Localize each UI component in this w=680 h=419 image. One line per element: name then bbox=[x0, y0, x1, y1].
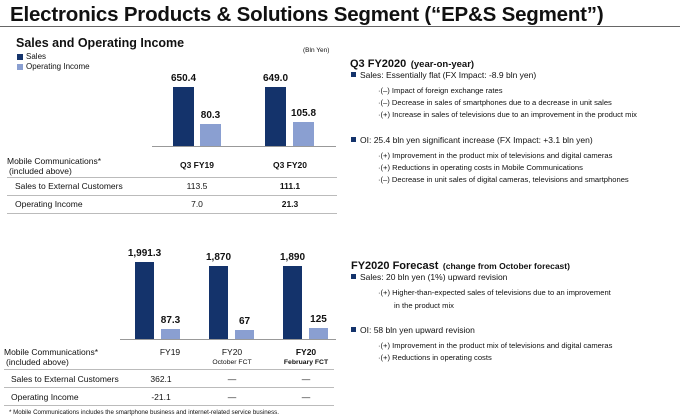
legend-swatch-sales bbox=[17, 53, 23, 60]
value-label: 125 bbox=[310, 313, 327, 325]
slide-title: Electronics Products & Solutions Segment… bbox=[10, 3, 604, 26]
cell: — bbox=[227, 374, 237, 384]
sales-bar bbox=[135, 262, 154, 339]
sub-bullet: ·(–) Impact of foreign exchange rates bbox=[378, 86, 503, 95]
sales-bar bbox=[265, 87, 286, 146]
value-label: 87.3 bbox=[160, 315, 181, 327]
sub-bullet: ·(+) Reductions in operating costs in Mo… bbox=[378, 163, 583, 172]
bullet-text: Sales: Essentially flat (FX Impact: -8.9… bbox=[360, 70, 537, 80]
bullet-text: OI: 58 bln yen upward revision bbox=[360, 325, 475, 335]
legend-label: Sales bbox=[26, 52, 47, 61]
divider bbox=[4, 369, 334, 370]
cell: — bbox=[301, 374, 311, 384]
sub-bullet: ·(+) Improvement in the product mix of t… bbox=[378, 151, 613, 160]
divider bbox=[7, 213, 337, 214]
divider bbox=[4, 405, 334, 406]
table-label: Mobile Communications* bbox=[4, 347, 99, 357]
legend-label: Operating Income bbox=[26, 62, 90, 71]
oi-bar bbox=[235, 329, 254, 339]
cell: -21.1 bbox=[151, 392, 171, 402]
sub-bullet: in the product mix bbox=[394, 301, 454, 310]
sub-bullet: ·(–) Decrease in unit sales of digital c… bbox=[378, 175, 629, 184]
oi-bar bbox=[309, 327, 328, 339]
col-header: FY20 bbox=[221, 347, 243, 357]
bullet: Sales: Essentially flat (FX Impact: -8.9… bbox=[351, 70, 536, 80]
oi-bar bbox=[200, 123, 221, 146]
cell: 7.0 bbox=[191, 199, 203, 209]
table-label-sub: (included above) bbox=[9, 166, 72, 176]
heading-sub: (change from October forecast) bbox=[442, 261, 570, 271]
bullet: Sales: 20 bln yen (1%) upward revision bbox=[351, 272, 507, 282]
legend-sales: Sales bbox=[17, 52, 46, 61]
heading-text: Q3 FY2020 bbox=[350, 58, 407, 70]
sub-bullet: ·(–) Decrease in sales of smartphones du… bbox=[378, 98, 612, 107]
bullet-icon bbox=[351, 137, 356, 142]
divider bbox=[4, 387, 334, 388]
cell: 21.3 bbox=[281, 199, 299, 209]
heading-sub: (year-on-year) bbox=[410, 59, 475, 70]
value-label: 105.8 bbox=[290, 108, 317, 120]
col-header: FY19 bbox=[159, 347, 181, 357]
value-label: 1,991.3 bbox=[127, 248, 162, 259]
row-label: Operating Income bbox=[15, 199, 83, 209]
oi-bar bbox=[161, 329, 180, 339]
sales-bar bbox=[283, 265, 302, 339]
sales-bar bbox=[209, 266, 228, 339]
sub-bullet: ·(+) Reductions in operating costs bbox=[378, 353, 492, 362]
oi-bar bbox=[293, 122, 314, 146]
row-label: Sales to External Customers bbox=[11, 374, 119, 384]
table-label: Mobile Communications* bbox=[7, 156, 102, 166]
chart-baseline bbox=[120, 339, 336, 340]
cell: 113.5 bbox=[186, 181, 208, 191]
divider bbox=[7, 177, 337, 178]
chart-heading: Sales and Operating Income bbox=[16, 36, 185, 50]
forecast-heading: FY2020 Forecast (change from October for… bbox=[351, 256, 570, 274]
cell: 111.1 bbox=[279, 181, 301, 191]
bullet-icon bbox=[351, 72, 356, 77]
heading-text: FY2020 Forecast bbox=[351, 260, 439, 272]
legend-oi: Operating Income bbox=[17, 62, 90, 71]
col-header: Q3 FY20 bbox=[272, 160, 308, 170]
value-label: 80.3 bbox=[200, 109, 221, 121]
bullet-text: Sales: 20 bln yen (1%) upward revision bbox=[360, 272, 508, 282]
footnote: * Mobile Communications includes the sma… bbox=[9, 409, 279, 416]
sub-bullet: ·(+) Higher-than-expected sales of telev… bbox=[378, 288, 611, 297]
cell: — bbox=[227, 392, 237, 402]
cell: — bbox=[301, 392, 311, 402]
sub-bullet: ·(+) Improvement in the product mix of t… bbox=[378, 341, 613, 350]
chart-baseline bbox=[152, 146, 336, 147]
sales-bar bbox=[173, 86, 194, 146]
value-label: 1,870 bbox=[205, 252, 232, 264]
value-label: 649.0 bbox=[262, 73, 289, 84]
bullet-icon bbox=[351, 327, 356, 332]
sub-bullet: ·(+) Increase in sales of televisions du… bbox=[378, 110, 637, 119]
row-label: Operating Income bbox=[11, 392, 79, 402]
bullet: OI: 25.4 bln yen significant increase (F… bbox=[351, 135, 593, 145]
divider bbox=[7, 195, 337, 196]
table-label-sub: (included above) bbox=[6, 357, 69, 367]
col-header: FY20 bbox=[295, 347, 317, 357]
col-subheader: October FCT bbox=[212, 359, 252, 366]
col-header: Q3 FY19 bbox=[179, 160, 215, 170]
value-label: 67 bbox=[238, 315, 251, 327]
title-divider bbox=[0, 26, 680, 27]
bullet-text: OI: 25.4 bln yen significant increase (F… bbox=[360, 135, 593, 145]
bullet: OI: 58 bln yen upward revision bbox=[351, 325, 475, 335]
legend-swatch-oi bbox=[17, 63, 23, 70]
value-label: 1,890 bbox=[279, 251, 306, 263]
bullet-icon bbox=[351, 274, 356, 279]
cell: 362.1 bbox=[150, 374, 172, 384]
value-label: 650.4 bbox=[170, 72, 197, 84]
q3-heading: Q3 FY2020 (year-on-year) bbox=[350, 54, 474, 72]
unit-label: (Bln Yen) bbox=[303, 47, 330, 54]
row-label: Sales to External Customers bbox=[15, 181, 123, 191]
col-subheader: February FCT bbox=[283, 359, 329, 366]
